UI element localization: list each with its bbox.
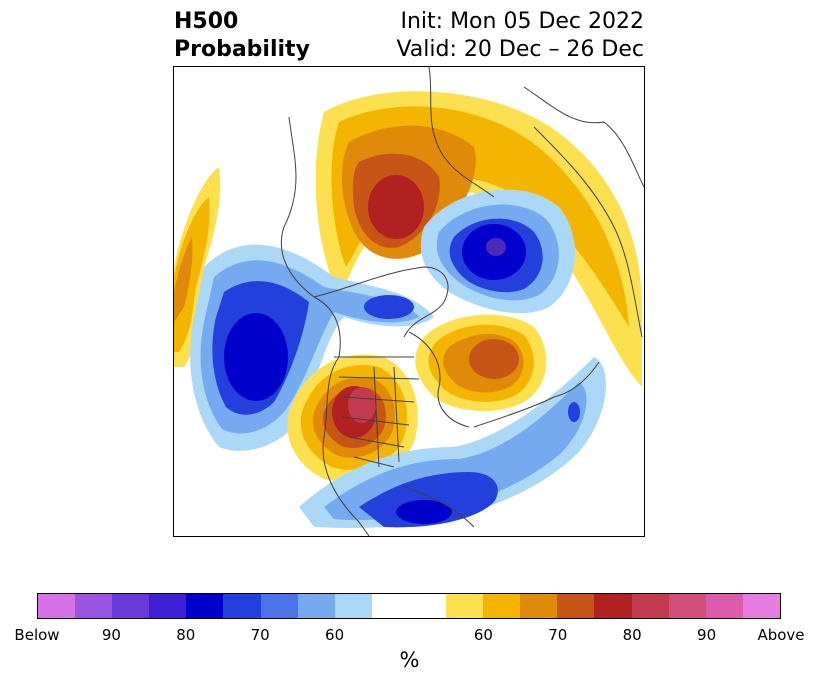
- warm-anomaly-west-edge: [174, 167, 221, 367]
- colorbar-segment: [260, 594, 298, 618]
- colorbar-segment: [668, 594, 706, 618]
- colorbar-segment: [483, 594, 521, 618]
- colorbar-tick-label: 70: [548, 626, 568, 644]
- colorbar-segment: [334, 594, 372, 618]
- warm-anomaly-atlantic: [415, 314, 547, 412]
- map-svg: [174, 67, 644, 536]
- colorbar-tick-label: 60: [473, 626, 493, 644]
- colorbar-tick-label: Above: [757, 626, 805, 644]
- title-line-1: H500: [174, 9, 239, 34]
- colorbar-tick-label: 80: [176, 626, 196, 644]
- title-line-2: Probability: [174, 37, 310, 62]
- colorbar-tick-label: 60: [325, 626, 345, 644]
- colorbar-segment: [297, 594, 335, 618]
- colorbar: [37, 593, 781, 619]
- colorbar-segment: [149, 594, 187, 618]
- colorbar-segment: [408, 594, 447, 618]
- colorbar-segment: [446, 594, 484, 618]
- colorbar-segment: [557, 594, 595, 618]
- colorbar-segment: [520, 594, 558, 618]
- init-date: Init: Mon 05 Dec 2022: [400, 9, 645, 34]
- colorbar-tick-label: 70: [250, 626, 270, 644]
- colorbar-segment: [38, 594, 76, 618]
- cold-anomaly-arctic: [420, 189, 576, 314]
- colorbar-ticks: Below 90 80 70 60 60 70 80 90 Above: [0, 626, 819, 646]
- map-borders: [280, 67, 644, 536]
- colorbar-unit-label: %: [399, 648, 420, 672]
- colorbar-tick-label: Below: [14, 626, 60, 644]
- colorbar-segment: [594, 594, 632, 618]
- colorbar-segment: [631, 594, 669, 618]
- colorbar-segment: [112, 594, 150, 618]
- colorbar-segment: [186, 594, 224, 618]
- valid-range: Valid: 20 Dec – 26 Dec: [396, 37, 644, 62]
- cold-anomaly-pacific: [190, 244, 434, 451]
- colorbar-tick-label: 80: [622, 626, 642, 644]
- colorbar-segment: [75, 594, 113, 618]
- colorbar-segment: [705, 594, 743, 618]
- colorbar-segment: [371, 594, 409, 618]
- colorbar-tick-label: 90: [697, 626, 717, 644]
- probability-map: [173, 66, 645, 537]
- colorbar-tick-label: 90: [101, 626, 121, 644]
- colorbar-segment: [223, 594, 261, 618]
- chart-title: H500 Probability: [174, 8, 310, 64]
- run-info: Init: Mon 05 Dec 2022 Valid: 20 Dec – 26…: [396, 8, 644, 64]
- cold-anomaly-east: [299, 357, 606, 528]
- colorbar-segment: [742, 594, 780, 618]
